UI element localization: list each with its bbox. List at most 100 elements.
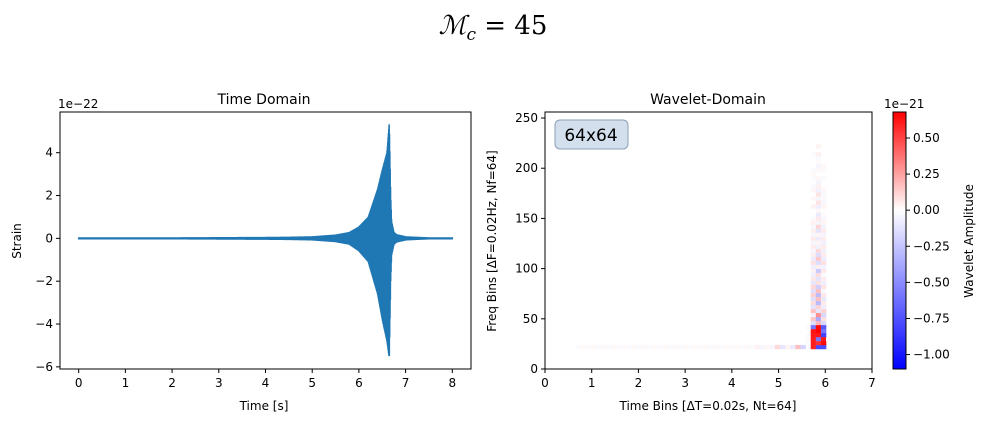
heatmap-cell: [810, 284, 817, 289]
x-tick-label: 0: [541, 376, 549, 390]
heatmap-cell: [611, 344, 617, 350]
y-tick-label: 250: [515, 111, 538, 125]
heatmap-cell: [820, 324, 827, 330]
heatmap-cell: [815, 316, 822, 322]
time-domain-plot-area: [77, 124, 454, 357]
heatmap-cell: [820, 256, 827, 261]
heatmap-cell: [810, 316, 817, 322]
heatmap-cell: [815, 236, 822, 241]
heatmap-cell: [728, 344, 735, 350]
x-tick-label: 7: [868, 376, 876, 390]
heatmap-cell: [780, 344, 786, 350]
heatmap-cell: [713, 344, 720, 350]
heatmap-cell: [820, 176, 827, 181]
time-domain-x-ticks: 0 1 2 3 4 5 6 7 8: [75, 369, 456, 390]
heatmap-cell: [815, 320, 822, 326]
colorbar-tick-label: −0.25: [913, 239, 950, 253]
heatmap-cell: [810, 340, 817, 346]
heatmap-cell: [815, 296, 822, 302]
heatmap-cell: [810, 312, 817, 318]
wavelet-domain-panel: Wavelet-Domain 64x64 0 1 2 3 4 5 6 7 0 50 100 150 2…: [485, 92, 876, 413]
heatmap-cell: [815, 180, 822, 185]
heatmap-cell: [810, 228, 817, 233]
heatmap-cell: [601, 344, 607, 350]
x-tick-label: 5: [775, 376, 783, 390]
time-domain-title: Time Domain: [216, 92, 310, 108]
x-tick-label: 0: [75, 376, 83, 390]
heatmap-cell: [815, 160, 822, 165]
colorbar-tick-label: 0.00: [913, 203, 940, 217]
colorbar-ticks: −1.00 −0.75 −0.50 −0.25 0.00 0.25 0.50: [906, 131, 950, 362]
heatmap-cell: [815, 144, 822, 149]
heatmap-cell: [805, 340, 811, 346]
heatmap-cell: [585, 344, 592, 350]
heatmap-cell: [815, 268, 822, 273]
heatmap-cell: [810, 216, 817, 221]
heatmap-cell: [815, 240, 822, 245]
heatmap-cell: [820, 192, 827, 197]
heatmap-cell: [820, 288, 827, 294]
heatmap-cell: [820, 212, 827, 217]
y-tick-label: 4: [45, 146, 53, 160]
heatmap-cell: [734, 344, 740, 350]
heatmap-cell: [820, 280, 827, 285]
heatmap-cell: [820, 268, 827, 273]
heatmap-cell: [810, 280, 817, 285]
heatmap-cell: [688, 344, 694, 350]
heatmap-cell: [672, 344, 679, 350]
figure-suptitle: ℳc = 45: [439, 11, 548, 45]
heatmap-cell: [820, 316, 827, 322]
x-tick-label: 6: [821, 376, 829, 390]
heatmap-cell: [667, 344, 674, 350]
heatmap-cell: [631, 344, 638, 350]
x-tick-label: 7: [402, 376, 410, 390]
heatmap-cell: [815, 324, 822, 330]
heatmap-cell: [805, 332, 811, 338]
time-domain-xlabel: Time [s]: [239, 399, 289, 413]
heatmap-cell: [820, 296, 827, 302]
colorbar-tick-label: −1.00: [913, 348, 950, 362]
heatmap-cell: [790, 344, 796, 350]
heatmap-cell: [708, 344, 714, 350]
heatmap-cell: [815, 344, 822, 350]
heatmap-cell: [810, 264, 817, 269]
heatmap-cell: [652, 344, 658, 350]
heatmap-cell: [693, 344, 699, 350]
heatmap-cell: [815, 224, 822, 229]
heatmap-cell: [718, 344, 725, 350]
heatmap-cell: [820, 244, 827, 249]
heatmap-cell: [810, 324, 817, 330]
x-tick-label: 5: [308, 376, 316, 390]
heatmap-cell: [626, 344, 633, 350]
heatmap-cell: [815, 200, 822, 205]
heatmap-cell: [810, 268, 817, 273]
heatmap-cell: [642, 344, 648, 350]
heatmap-cell: [703, 344, 709, 350]
wavelet-x-ticks: 0 1 2 3 4 5 6 7: [541, 369, 876, 390]
x-tick-label: 4: [728, 376, 736, 390]
heatmap-cell: [621, 344, 628, 350]
heatmap-cell: [820, 168, 827, 173]
heatmap-cell: [815, 216, 822, 221]
heatmap-cell: [820, 232, 827, 237]
heatmap-cell: [575, 344, 582, 350]
heatmap-cell: [810, 320, 817, 326]
heatmap-cell: [815, 212, 822, 217]
heatmap-cell: [815, 184, 822, 189]
heatmap-cell: [820, 228, 827, 233]
wavelet-y-ticks: 0 50 100 150 200 250: [515, 111, 545, 376]
heatmap-cell: [810, 252, 817, 257]
heatmap-cell: [820, 252, 827, 257]
colorbar-label: Wavelet Amplitude: [962, 184, 976, 298]
heatmap-cell: [596, 344, 602, 350]
heatmap-cell: [820, 220, 827, 225]
heatmap-cell: [810, 248, 817, 253]
heatmap-cell: [810, 344, 817, 350]
time-domain-frame: [59, 111, 472, 370]
colorbar-tick-label: −0.75: [913, 311, 950, 325]
wavelet-xlabel: Time Bins [ΔT=0.02s, Nt=64]: [619, 399, 797, 413]
heatmap-cell: [820, 308, 827, 314]
heatmap-cell: [820, 328, 827, 334]
heatmap-cell: [810, 236, 817, 241]
